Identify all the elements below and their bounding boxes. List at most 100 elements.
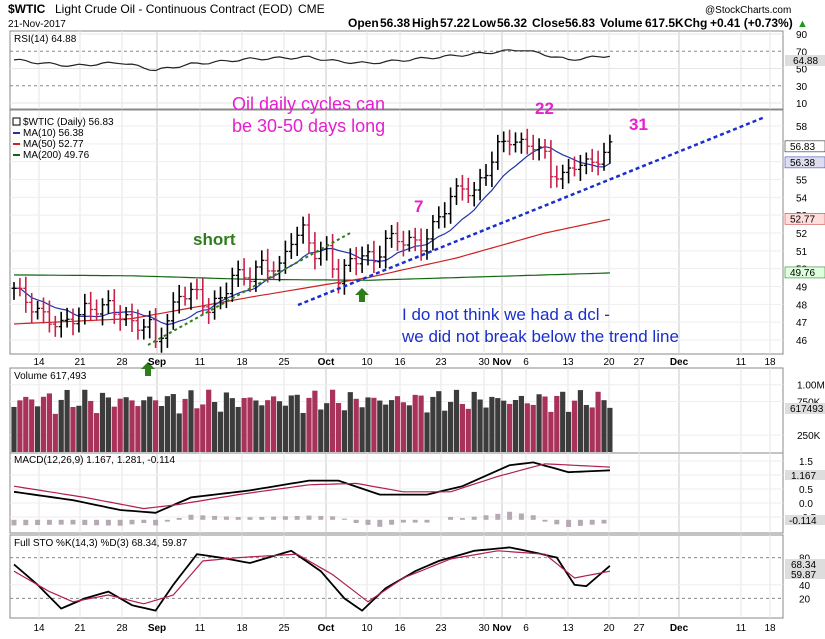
price-tick-label: 55 [796,176,808,187]
vol-tick-label: 1.00M [797,381,825,392]
volume-bar [229,398,235,452]
macd-hist-bar [58,519,64,525]
macd-hist-bar [566,519,572,527]
x-tick-label: 16 [394,357,406,368]
volume-bar [40,396,47,452]
macd-hist-bar [200,515,206,520]
x-tick-label: 6 [523,357,529,368]
x-tick-label: 21 [74,623,86,634]
volume-bar [11,406,17,452]
volume-bar [141,400,147,452]
macd-hist-bar [412,519,418,523]
macd-hist-bar [117,519,123,526]
rsi-axis: 90 70 50 30 10 [796,30,808,110]
volume-bar [471,391,477,452]
x-tick-label: 30 [478,623,490,634]
macd-line [13,461,610,514]
x-tick-label: Oct [318,357,335,368]
price-badges: 56.83 56.38 52.77 49.76 [784,140,825,279]
sto-label: Full STO %K(14,3) %D(3) 68.34, 59.87 [14,538,188,549]
volume-bar [147,396,153,452]
chg-label: Chg [684,16,707,30]
macd-hist-bar [389,519,395,525]
x-tick-label: Sep [148,357,166,368]
volume-bar [389,400,395,452]
volume-bar [117,398,123,452]
macd-hist-bar [235,517,241,520]
price-tick-label: 47 [796,318,808,329]
volume-bar [94,413,100,452]
macd-hist-bar [589,519,595,525]
short-label: short [193,230,236,249]
macd-label: MACD(12,26,9) 1.167, 1.281, -0.114 [14,455,175,466]
volume-bar [512,399,519,452]
volume-bar [501,400,507,452]
volume-bar [406,405,412,452]
price-axis: 58575655545352515049484746 [796,122,808,347]
macd-histogram [11,511,607,527]
volume-bar [548,411,554,452]
x-tick-label: 11 [195,357,206,368]
x-tick-label: 18 [764,357,776,368]
rsi-label: RSI(14) 64.88 [14,34,77,45]
low-value: 56.32 [497,16,527,30]
chart-name: Light Crude Oil - Continuous Contract (E… [55,2,292,16]
volume-bar [88,400,94,452]
x-tick-label: 11 [736,357,747,368]
macd-signal-line [13,463,610,510]
x-tick-label: Oct [318,623,335,634]
x-tick-label: 20 [603,357,615,368]
x-tick-label: 27 [633,623,645,634]
volume-bar [335,402,342,452]
x-tick-label: 10 [361,357,373,368]
volume-bar [58,399,64,452]
open-value: 56.38 [380,16,410,30]
volume-bar [365,397,371,452]
volume-bar [271,396,277,452]
volume-bar [123,397,129,452]
volume-bar [400,402,406,452]
short-trend-line [147,231,353,346]
volume-bar [483,407,489,452]
volume-bar [330,389,336,452]
macd-hist-bar [82,519,88,526]
volume-bar [371,397,377,452]
price-badge: 49.76 [790,268,815,279]
volume-bar [394,396,401,452]
ma50-line [13,218,611,325]
volume-bar [306,397,312,452]
volume-bar [282,405,288,452]
x-tick-label: 18 [236,357,248,368]
volume-bar [276,401,283,452]
price-tick-label: 51 [796,247,808,258]
macd-tick-label: 0.0 [799,499,813,510]
macd-hist-bar [341,518,347,520]
volume-bar [442,410,448,452]
volume-bar [217,411,224,452]
legend-entry: $WTIC (Daily) 56.83 [23,117,114,128]
volume-bar [560,391,566,452]
chart-date: 21-Nov-2017 [8,19,66,30]
cycle-low-arrow-1 [141,362,155,376]
volume-bar [571,400,578,452]
macd-badge2-bg [785,515,825,525]
x-tick-label: 18 [764,623,776,634]
macd-hist-bar [23,519,29,526]
x-tick-label: 25 [278,357,290,368]
cycle-count-31: 31 [629,115,648,134]
sto-d-line [13,550,611,605]
macd-hist-bar [353,519,359,523]
volume-bar [566,411,572,452]
macd-hist-bar [105,519,111,526]
volume-bar [583,404,589,452]
price-tick-label: 49 [796,283,808,294]
vol-tick-label: 250K [797,431,821,442]
macd-hist-bar [188,514,194,520]
macd-hist-bar [495,513,501,520]
macd-hist-bar [212,515,218,520]
legend-entry: MA(50) 52.77 [23,139,84,150]
macd-hist-bar [223,516,229,520]
legend-ohlc-icon [12,117,21,126]
volume-bar [589,407,595,452]
macd-hist-bar [330,516,336,520]
